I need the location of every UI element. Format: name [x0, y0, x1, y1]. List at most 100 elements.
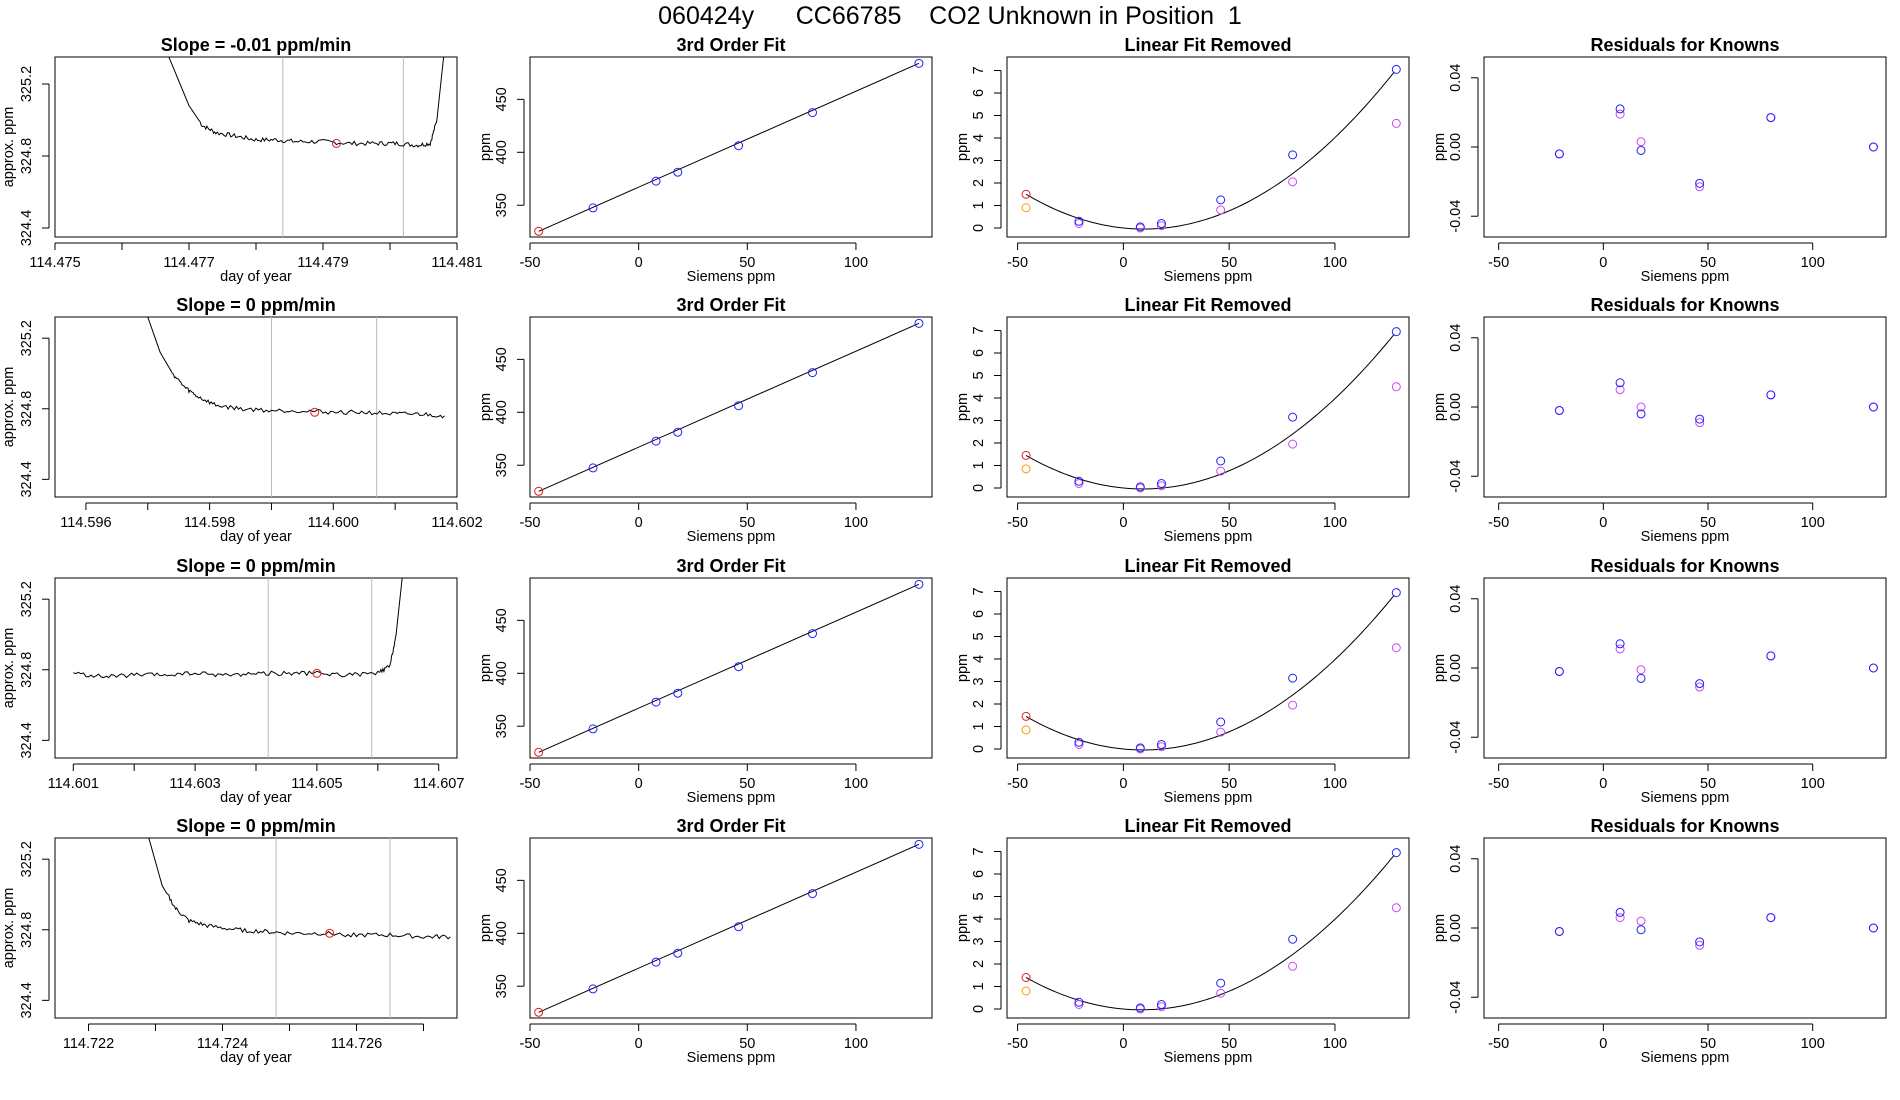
raw-point	[1695, 182, 1705, 192]
known-point	[651, 176, 661, 186]
trace-line	[148, 838, 451, 940]
plot-area	[1554, 907, 1878, 950]
y-tick-label: 1	[971, 201, 987, 209]
y-axis-label: ppm	[1432, 133, 1448, 161]
panel-3-0: Slope = 0 ppm/min 114.722 114.724 114.726 da…	[1, 816, 458, 1066]
y-axis-label: ppm	[1432, 914, 1448, 942]
raw-point	[1615, 644, 1625, 654]
panel-2-2: Linear Fit Removed -50 0 50 100 Siemens ppm 0 1…	[955, 556, 1410, 806]
panel-title: 3rd Order Fit	[676, 35, 785, 55]
known-point	[1868, 923, 1878, 933]
y-axis-label: approx. ppm	[1, 628, 17, 709]
x-tick-label: 0	[1599, 255, 1607, 271]
x-tick-label: 114.477	[163, 255, 214, 271]
y-axis-label: ppm	[478, 654, 494, 682]
known-point	[673, 948, 683, 958]
known-point	[1156, 740, 1166, 749]
plot-frame	[1483, 56, 1887, 238]
y-tick-label: 400	[494, 921, 510, 945]
y-tick-label: 325.2	[19, 320, 35, 356]
unknown-point	[534, 1007, 544, 1017]
plot-area	[534, 839, 924, 1017]
raw-point	[1156, 481, 1166, 491]
x-tick-label: 100	[844, 776, 868, 792]
y-tick-label: 2	[971, 700, 987, 708]
y-tick-label: 350	[494, 193, 510, 217]
raw-point	[1288, 961, 1298, 971]
known-point	[1216, 456, 1226, 466]
known-point	[1156, 479, 1166, 488]
known-point	[1636, 925, 1646, 935]
known-point	[1868, 402, 1878, 412]
y-tick-label: 324.4	[19, 982, 35, 1018]
x-tick-label: 114.481	[431, 255, 482, 271]
panel-1-2: Linear Fit Removed -50 0 50 100 Siemens ppm 0 1…	[955, 295, 1410, 545]
unknown-point	[1021, 973, 1031, 982]
fit-line	[538, 62, 920, 232]
known-point	[1288, 412, 1298, 422]
y-axis-label: approx. ppm	[1, 107, 17, 188]
plot-area	[534, 579, 924, 757]
y-axis-label: ppm	[955, 914, 971, 942]
y-axis-label: approx. ppm	[1, 888, 17, 969]
x-axis-label: Siemens ppm	[687, 269, 776, 285]
unknown-point	[1021, 189, 1031, 199]
x-axis-label: Siemens ppm	[687, 529, 776, 545]
plot-area	[147, 317, 445, 497]
known-point	[1135, 743, 1145, 753]
y-axis-label: ppm	[478, 393, 494, 421]
y-tick-label: 4	[971, 134, 987, 142]
x-tick-label: -50	[520, 515, 541, 531]
x-tick-label: 50	[1221, 515, 1237, 531]
panel-title: Slope = 0 ppm/min	[176, 295, 336, 315]
fit-curve	[1025, 333, 1395, 490]
known-point	[673, 427, 683, 437]
y-tick-label: 6	[971, 870, 987, 878]
known-point	[1695, 679, 1705, 689]
y-tick-label: 400	[494, 140, 510, 164]
known-point	[1615, 639, 1625, 649]
y-axis-label: ppm	[478, 914, 494, 942]
x-tick-label: 0	[1599, 776, 1607, 792]
known-point	[1636, 145, 1646, 155]
known-point	[1074, 476, 1084, 486]
panel-0-2: Linear Fit Removed -50 0 50 100 Siemens ppm 0 1…	[955, 35, 1410, 285]
x-tick-label: 0	[635, 515, 643, 531]
x-tick-label: 50	[739, 255, 755, 271]
x-tick-label: 0	[635, 1036, 643, 1052]
y-tick-label: 324.8	[19, 138, 35, 174]
y-tick-label: 350	[494, 714, 510, 738]
x-axis-label: Siemens ppm	[1164, 529, 1253, 545]
known-point	[1216, 978, 1226, 988]
plot-frame	[1006, 56, 1410, 238]
plot-area	[1021, 588, 1401, 754]
flag-point	[1021, 725, 1031, 735]
raw-point	[1216, 988, 1226, 998]
y-tick-label: 0.00	[1448, 654, 1464, 682]
known-point	[1868, 663, 1878, 673]
known-point	[807, 108, 817, 118]
fit-line	[538, 843, 920, 1013]
x-tick-label: 100	[1801, 776, 1825, 792]
known-point	[1695, 414, 1705, 424]
known-point	[734, 662, 744, 672]
x-tick-label: 50	[1700, 776, 1716, 792]
x-tick-label: 100	[1323, 1036, 1347, 1052]
y-tick-label: 3	[971, 156, 987, 164]
fit-curve	[1025, 594, 1395, 751]
y-tick-label: 0.00	[1448, 133, 1464, 161]
x-tick-label: 100	[1323, 255, 1347, 271]
unknown-marker	[331, 138, 341, 148]
y-tick-label: 7	[971, 587, 987, 595]
x-tick-label: 50	[1700, 1036, 1716, 1052]
panel-1-3: Residuals for Knowns -50 0 50 100 Siemens ppm…	[1432, 295, 1887, 545]
y-tick-label: 2	[971, 179, 987, 187]
y-tick-label: 450	[494, 868, 510, 892]
flag-point	[1021, 203, 1031, 213]
y-tick-label: 450	[494, 87, 510, 111]
known-point	[588, 463, 598, 473]
panel-title: Linear Fit Removed	[1124, 295, 1291, 315]
panel-2-0: Slope = 0 ppm/min 114.601 114.603 114.605 11…	[1, 556, 464, 806]
raw-point	[1391, 643, 1401, 653]
